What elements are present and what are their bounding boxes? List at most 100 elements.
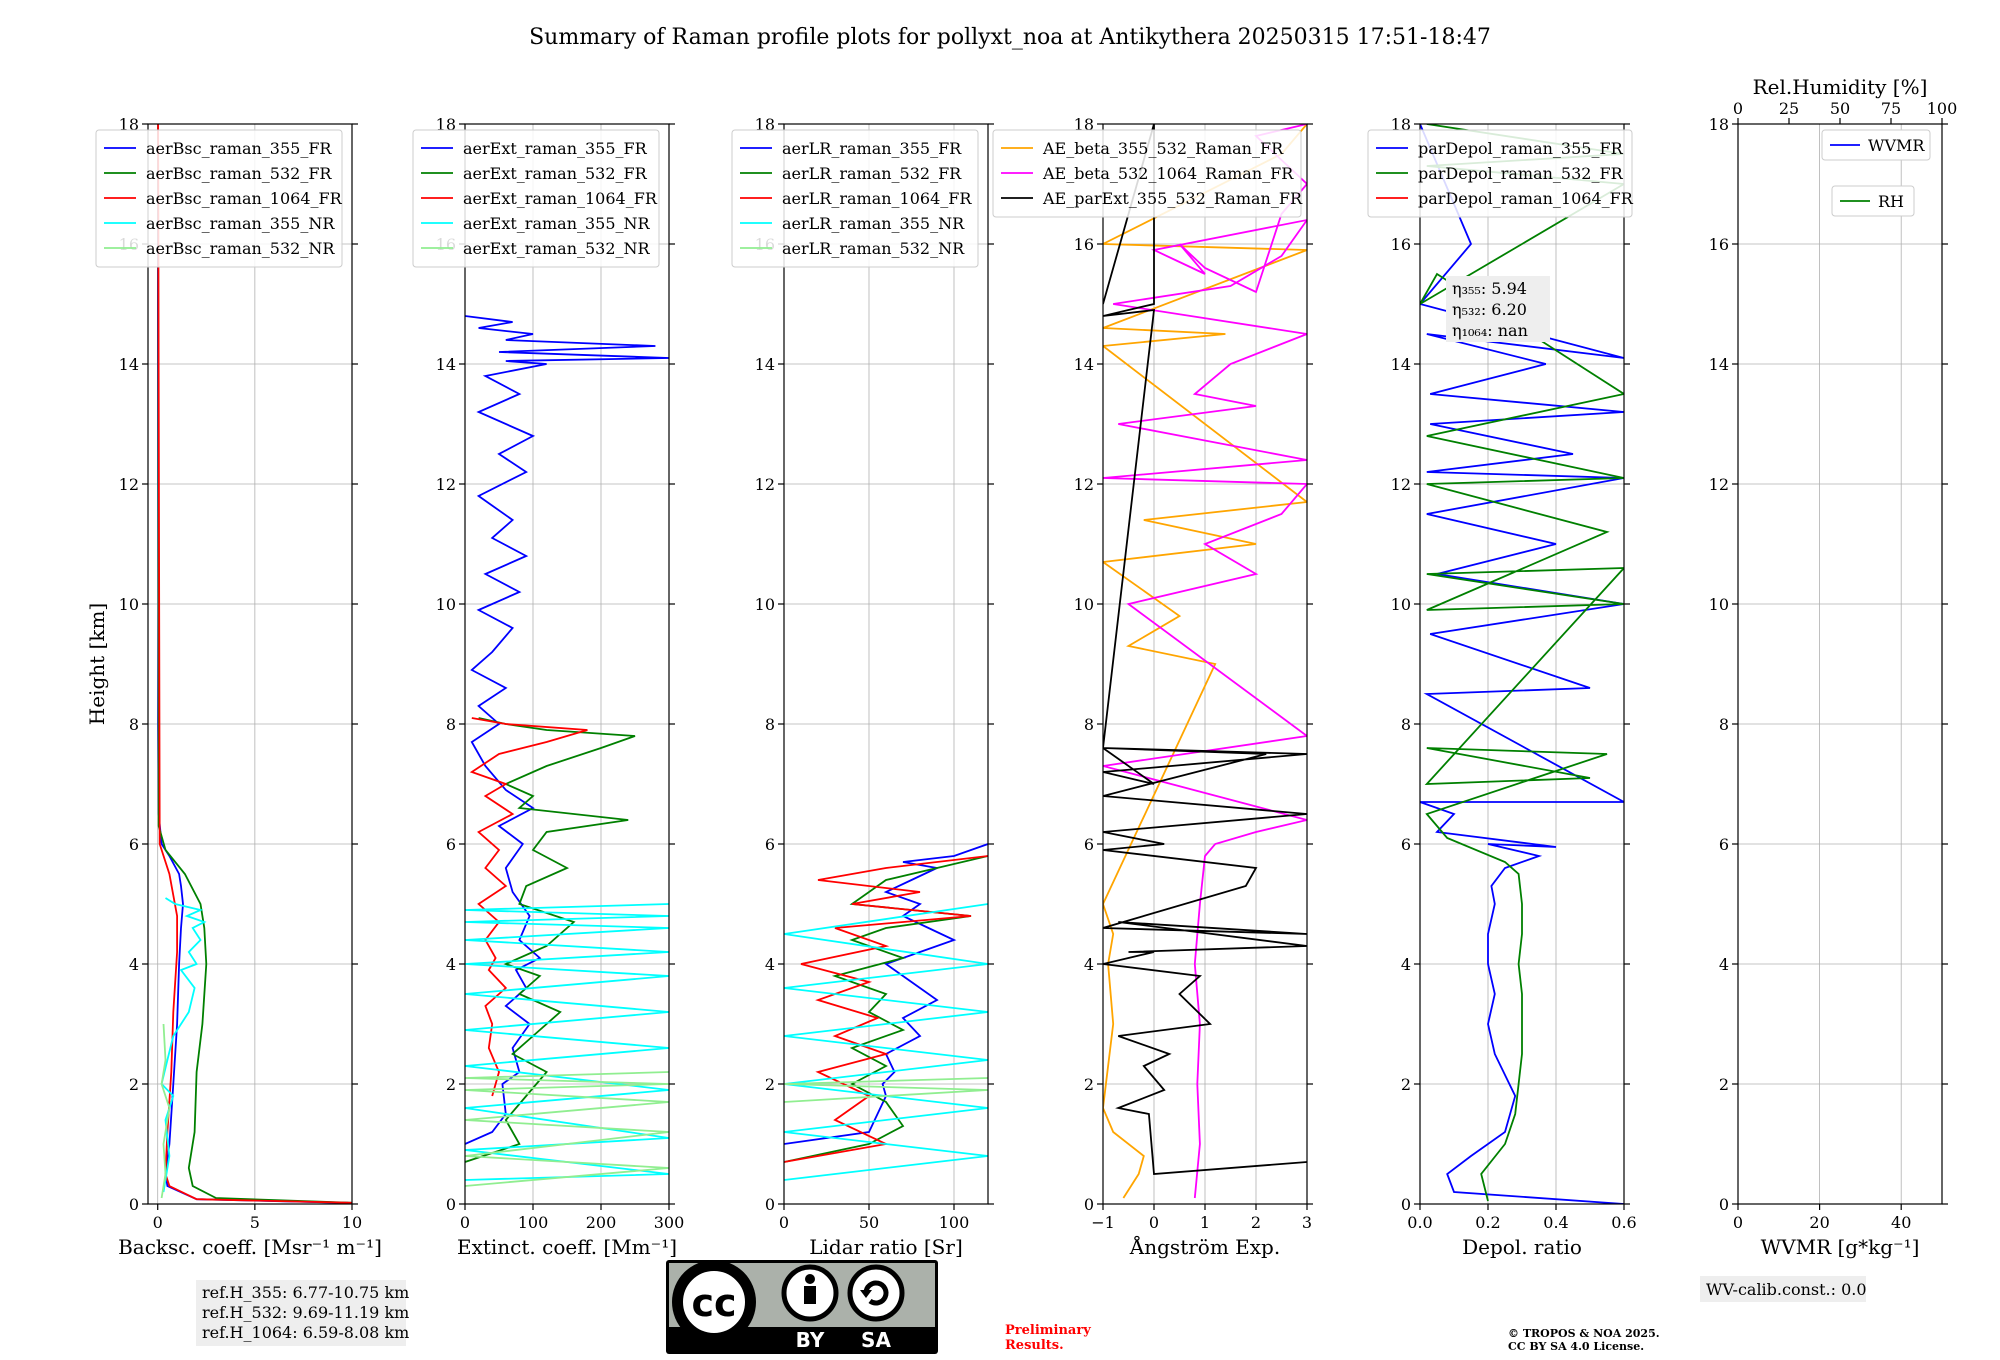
y-tick-label: 8 — [765, 715, 775, 734]
series-line-AE_parExt_355_532_Raman_FR — [1103, 124, 1307, 1175]
x-tick-label: 40 — [1891, 1213, 1911, 1232]
series-group — [784, 843, 988, 1181]
copyright-label-2: CC BY SA 4.0 License. — [1508, 1340, 1644, 1353]
y-tick-label: 0 — [765, 1195, 775, 1214]
legend-box — [992, 129, 1302, 218]
x-tick-label: 10 — [342, 1213, 362, 1232]
y-tick-label: 14 — [436, 355, 456, 374]
series-line-aerLR_raman_1064_FR — [784, 855, 988, 1163]
y-tick-label: 6 — [129, 835, 139, 854]
panel-bsc: 0246810121416180510Backsc. coeff. [Msr⁻¹… — [85, 115, 382, 1259]
x-axis-label: Backsc. coeff. [Msr⁻¹ m⁻¹] — [118, 1235, 382, 1259]
y-tick-label: 2 — [129, 1075, 139, 1094]
legend-label-aerLR_raman_532_FR: aerLR_raman_532_FR — [782, 164, 962, 183]
y-tick-label: 2 — [1401, 1075, 1411, 1094]
series-line-aerExt_raman_1064_FR — [469, 717, 588, 1097]
legend-label-aerLR_raman_1064_FR: aerLR_raman_1064_FR — [782, 189, 972, 208]
y-tick-label: 14 — [1074, 355, 1094, 374]
x-tick-label: −1 — [1091, 1213, 1115, 1232]
wv-calib-box — [1700, 1276, 1866, 1302]
series-line-aerLR_raman_532_NR — [784, 1077, 988, 1103]
y-tick-label: 10 — [1391, 595, 1411, 614]
y-tick-label: 14 — [1391, 355, 1411, 374]
y-tick-label: 14 — [1709, 355, 1729, 374]
legend-label-aerExt_raman_532_FR: aerExt_raman_532_FR — [463, 164, 648, 183]
preliminary-label-2: Results. — [1005, 1338, 1064, 1353]
x-tick-label: 0 — [153, 1213, 163, 1232]
legend-label-aerBsc_raman_532_FR: aerBsc_raman_532_FR — [146, 164, 332, 183]
top-x-tick-label: 25 — [1779, 99, 1799, 118]
x-tick-label: 50 — [859, 1213, 879, 1232]
x-tick-label: 300 — [654, 1213, 685, 1232]
eta-box — [1446, 276, 1550, 342]
x-tick-label: 1 — [1200, 1213, 1210, 1232]
y-tick-label: 12 — [1074, 475, 1094, 494]
y-tick-label: 2 — [446, 1075, 456, 1094]
x-axis-label: Ångström Exp. — [1129, 1234, 1280, 1259]
top-x-tick-label: 100 — [1927, 99, 1958, 118]
y-tick-label: 6 — [1401, 835, 1411, 854]
axes-frame — [464, 123, 670, 1205]
x-tick-label: 0.2 — [1475, 1213, 1500, 1232]
x-tick-label: 0 — [460, 1213, 470, 1232]
figure-title: Summary of Raman profile plots for polly… — [529, 25, 1491, 50]
series-line-aerBsc_raman_532_FR — [157, 124, 352, 1204]
y-tick-label: 6 — [1084, 835, 1094, 854]
top-x-tick-label: 75 — [1881, 99, 1901, 118]
series-line-aerExt_raman_532_FR — [465, 717, 636, 1163]
legend-box — [1821, 129, 1931, 161]
preliminary-label-1: Preliminary — [1005, 1323, 1091, 1338]
x-tick-label: 5 — [250, 1213, 260, 1232]
series-group — [465, 315, 669, 1187]
y-tick-label: 0 — [1719, 1195, 1729, 1214]
y-tick-label: 4 — [446, 955, 456, 974]
series-line-aerBsc_raman_532_NR — [160, 1023, 171, 1199]
y-tick-label: 18 — [755, 115, 775, 134]
y-tick-label: 10 — [755, 595, 775, 614]
x-tick-label: 0.0 — [1407, 1213, 1432, 1232]
refh-box — [196, 1280, 406, 1346]
legend-label-aerBsc_raman_355_FR: aerBsc_raman_355_FR — [146, 139, 332, 158]
y-tick-label: 12 — [119, 475, 139, 494]
y-tick-label: 12 — [1709, 475, 1729, 494]
legend-box — [731, 129, 979, 268]
top-x-axis-label: Rel.Humidity [%] — [1753, 75, 1928, 99]
y-tick-label: 8 — [1719, 715, 1729, 734]
x-tick-label: 0 — [1149, 1213, 1159, 1232]
legend-label-aerBsc_raman_532_NR: aerBsc_raman_532_NR — [146, 239, 335, 258]
y-tick-label: 8 — [446, 715, 456, 734]
wv-calib-label: WV-calib.const.: 0.0 — [1706, 1280, 1867, 1299]
y-tick-label: 10 — [436, 595, 456, 614]
x-axis-label: Depol. ratio — [1462, 1235, 1582, 1259]
eta-532-label: η₅₃₂: 6.20 — [1452, 300, 1527, 319]
legend-label-AE_beta_355_532_Raman_FR: AE_beta_355_532_Raman_FR — [1042, 139, 1284, 158]
x-tick-label: 0.4 — [1543, 1213, 1568, 1232]
series-line-AE_beta_355_532_Raman_FR — [1103, 124, 1307, 1199]
y-tick-label: 16 — [1709, 235, 1729, 254]
y-tick-label: 4 — [765, 955, 775, 974]
top-x-tick-label: 0 — [1733, 99, 1743, 118]
y-tick-label: 14 — [119, 355, 139, 374]
panel-dep: 0 2 4 6 8 10 12 14 16 18 0.0 0.2 0.4 0.6 Depol. ratio p… — [1367, 115, 1637, 1259]
series-group — [1103, 124, 1307, 1199]
y-tick-label: 8 — [129, 715, 139, 734]
y-tick-label: 18 — [436, 115, 456, 134]
x-tick-label: 100 — [939, 1213, 970, 1232]
cc-by-text: BY — [796, 1328, 825, 1352]
y-tick-label: 14 — [755, 355, 775, 374]
series-group — [156, 124, 352, 1204]
legend-label-parDepol_raman_1064_FR: parDepol_raman_1064_FR — [1418, 189, 1634, 208]
y-tick-label: 6 — [765, 835, 775, 854]
cc-sa-text: SA — [861, 1328, 891, 1352]
legend-label-RH: RH — [1878, 192, 1904, 211]
axes-frame — [1419, 123, 1625, 1205]
y-tick-label: 12 — [1391, 475, 1411, 494]
y-tick-label: 18 — [1074, 115, 1094, 134]
y-tick-label: 2 — [765, 1075, 775, 1094]
y-tick-label: 4 — [1084, 955, 1094, 974]
legend-box — [412, 129, 660, 268]
x-tick-label: 20 — [1809, 1213, 1829, 1232]
refh-355-label: ref.H_355: 6.77-10.75 km — [202, 1283, 409, 1302]
refh-532-label: ref.H_532: 9.69-11.19 km — [202, 1303, 409, 1322]
